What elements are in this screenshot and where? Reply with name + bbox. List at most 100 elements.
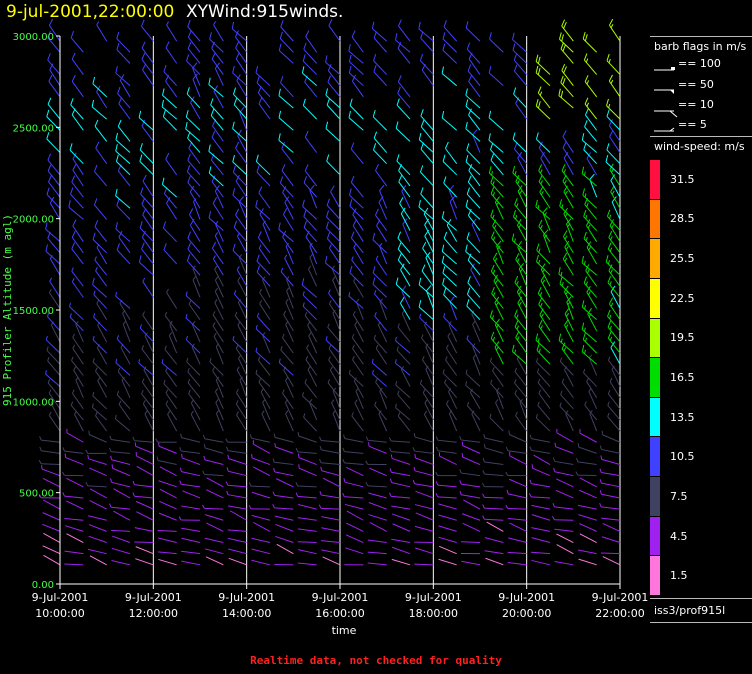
wind-barb [210, 98, 224, 120]
wind-barb [97, 321, 108, 343]
wind-barb [395, 121, 411, 142]
wind-barb [158, 537, 177, 544]
wind-barb [211, 175, 224, 198]
wind-barb [607, 401, 621, 421]
wind-barb [324, 255, 341, 276]
wind-barb [305, 355, 318, 376]
wind-barb [187, 153, 201, 176]
wind-barb [295, 482, 317, 488]
wind-barb [259, 208, 271, 231]
wind-barb [352, 344, 364, 365]
wind-barb [115, 292, 131, 309]
wind-barb [110, 478, 131, 488]
wind-barb [346, 522, 364, 532]
wind-barb [599, 479, 621, 488]
wind-barb [136, 511, 154, 521]
wind-barb [589, 173, 598, 198]
wind-barb [414, 504, 434, 510]
wind-barb [62, 447, 84, 454]
wind-barb [582, 188, 598, 209]
wind-barb [64, 453, 84, 466]
wind-barb [116, 335, 131, 354]
wind-barb [64, 518, 84, 521]
wind-barb [351, 30, 364, 53]
wind-barb [186, 254, 201, 276]
wind-barb [48, 74, 61, 98]
wind-barb [138, 255, 154, 276]
wind-barb [257, 231, 271, 254]
wind-barb [278, 88, 294, 109]
wind-barb [187, 41, 201, 64]
wind-barb [237, 299, 248, 320]
wind-barb [302, 392, 318, 410]
y-tick-label: 500.00 [19, 489, 54, 500]
wind-barb [140, 187, 154, 209]
wind-barb [505, 504, 527, 510]
wind-barb [181, 560, 201, 566]
wind-barb [468, 108, 481, 131]
wind-barb [581, 133, 597, 153]
wind-barb [214, 287, 224, 309]
wind-barb [116, 243, 131, 265]
wind-barb [467, 175, 481, 198]
wind-barb [204, 548, 224, 555]
wind-barb [420, 187, 434, 209]
wind-barb [391, 505, 411, 510]
wind-barb [72, 152, 84, 176]
wind-barb [187, 242, 201, 265]
wind-barb [278, 358, 294, 376]
wind-barb [373, 143, 388, 165]
wind-barb [599, 502, 621, 510]
wind-barb [226, 490, 247, 499]
wind-barb [50, 321, 61, 343]
wind-barb [509, 478, 527, 488]
wind-barb [181, 453, 201, 466]
wind-barb [349, 199, 364, 220]
wind-barb [274, 515, 294, 521]
wind-barb [163, 243, 178, 265]
wind-barb [92, 232, 108, 254]
wind-barb [373, 334, 388, 354]
wind-barb [233, 290, 248, 309]
wind-barb [466, 401, 481, 421]
wind-barb [138, 359, 154, 376]
wind-barb [235, 208, 248, 231]
wind-barb [235, 141, 248, 164]
wind-barb [303, 176, 318, 198]
wind-barb [588, 354, 598, 376]
wind-barb [446, 400, 458, 421]
wind-barb [251, 537, 271, 544]
wind-barb [88, 515, 107, 521]
wind-barb [581, 322, 597, 343]
wind-barb [66, 477, 84, 488]
wind-barb [397, 242, 411, 265]
wind-barb [116, 31, 131, 53]
wind-barb [482, 458, 504, 466]
wind-barb [389, 447, 411, 454]
wind-barb [92, 358, 108, 376]
wind-barb [64, 550, 84, 555]
wind-barb [179, 480, 201, 488]
wind-barb [512, 132, 528, 153]
wind-barb [71, 52, 84, 75]
wind-barb [278, 43, 294, 64]
wind-barb [226, 446, 247, 454]
wind-barb [210, 108, 224, 131]
wind-barb [42, 523, 61, 532]
wind-barb [297, 541, 317, 544]
wind-barb [258, 97, 271, 120]
wind-barb [513, 53, 528, 75]
wind-barb [356, 298, 364, 320]
wind-barb [528, 493, 551, 499]
wind-barb [161, 99, 177, 120]
wind-barb [583, 53, 598, 75]
wind-barb [418, 21, 434, 42]
wind-barb [162, 221, 178, 243]
wind-barb [303, 220, 318, 243]
wind-barb [556, 544, 574, 555]
wind-barb [564, 307, 574, 332]
wind-barb [372, 109, 388, 131]
wind-barb [235, 344, 248, 365]
wind-barb [232, 335, 248, 354]
wind-barb [135, 451, 154, 465]
